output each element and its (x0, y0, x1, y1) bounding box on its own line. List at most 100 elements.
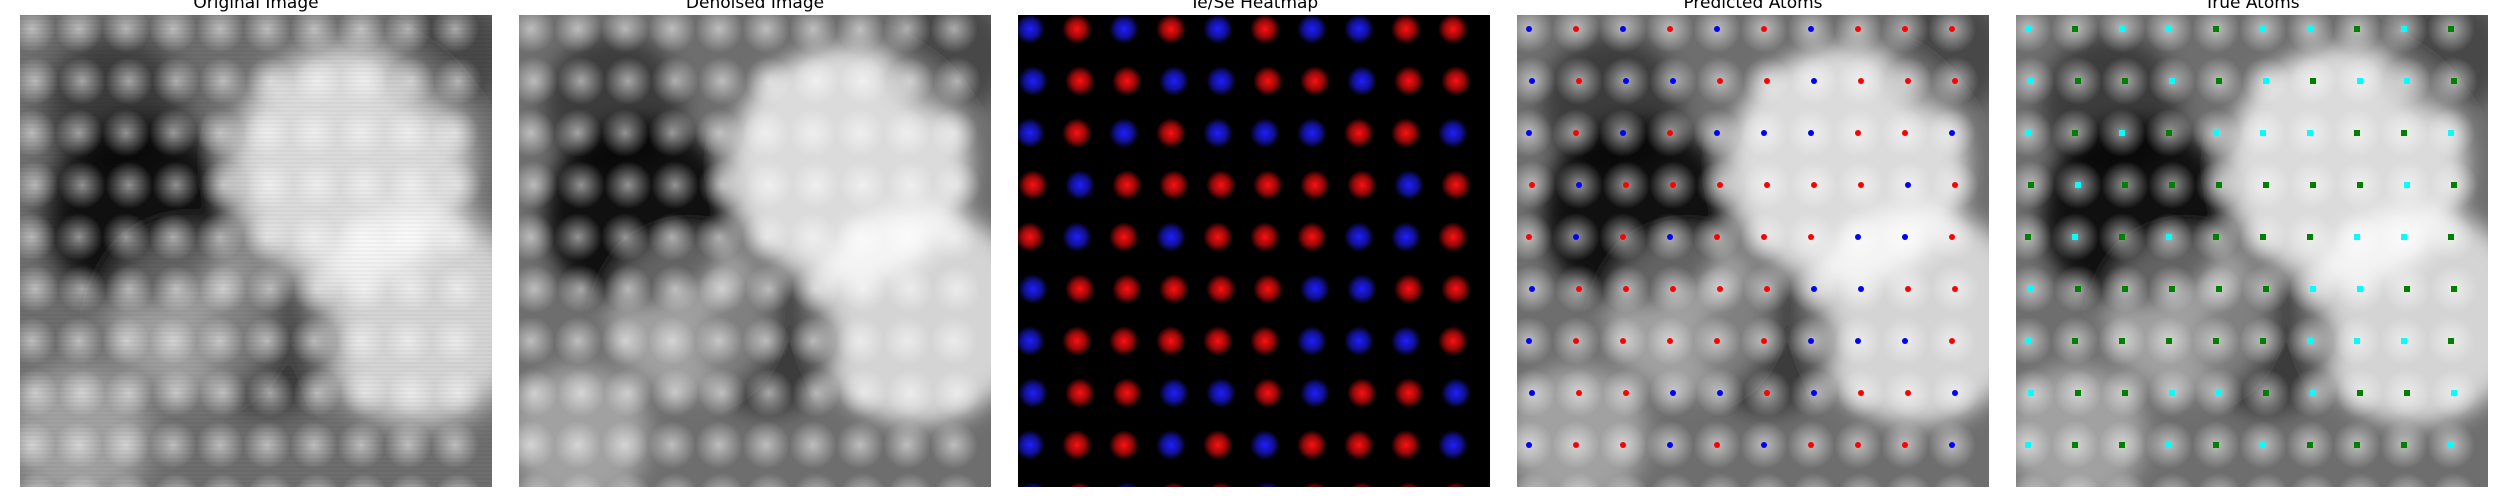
heatmap-spot-se (1018, 274, 1048, 304)
atom-intensity-spot (2016, 57, 2055, 105)
atom-intensity-spot (933, 265, 981, 313)
heatmap-spot-te (1203, 430, 1233, 460)
atom-intensity-spot (648, 317, 696, 365)
heatmap-spot-se (1297, 118, 1327, 148)
atom-intensity-spot (290, 213, 338, 261)
atom-intensity-spot (519, 473, 556, 487)
predicted-atom-te (1902, 26, 1908, 32)
true-atom-se (2260, 338, 2266, 344)
atom-intensity-spot (930, 317, 978, 365)
atom-intensity-spot (886, 369, 934, 417)
heatmap-spot-te (1250, 326, 1280, 356)
true-atom-te (2166, 234, 2172, 240)
predicted-atom-te (1620, 442, 1626, 448)
atom-intensity-spot (149, 317, 197, 365)
predicted-atom-se (1855, 234, 1861, 240)
predicted-atom-se (1714, 26, 1720, 32)
atom-intensity-spot (196, 15, 244, 53)
heatmap-spot-se (1300, 274, 1330, 304)
predicted-atom-se (1855, 338, 1861, 344)
true-atom-se (2075, 390, 2081, 396)
heatmap-spot-te (1391, 430, 1421, 460)
true-atom-se (2122, 78, 2128, 84)
atom-intensity-spot (742, 317, 790, 365)
atom-intensity-spot (201, 473, 245, 487)
true-atom-se (2213, 442, 2219, 448)
true-atom-te (2404, 182, 2410, 188)
panel-original-image: Original Image (20, 0, 492, 500)
atom-intensity-spot (1517, 57, 1556, 105)
true-atom-se (2448, 26, 2454, 32)
atom-intensity-spot (431, 109, 479, 157)
atom-intensity-spot (337, 109, 385, 157)
atom-intensity-spot (2016, 369, 2055, 417)
atom-intensity-spot (293, 265, 341, 313)
heatmap-spot-se (1159, 66, 1189, 96)
atom-intensity-spot (293, 57, 341, 105)
true-atom-se (2451, 286, 2457, 292)
true-atom-te (2025, 130, 2031, 136)
atom-intensity-spot (933, 369, 981, 417)
heatmap-spot-te (1344, 430, 1374, 460)
atom-intensity-spot (196, 213, 244, 261)
predicted-atom-te (1620, 338, 1626, 344)
predicted-atom-te (1761, 338, 1767, 344)
true-atom-se (2075, 78, 2081, 84)
atom-intensity-spot (389, 473, 433, 487)
true-atom-se (2263, 182, 2269, 188)
true-atom-se (2310, 182, 2316, 188)
atom-intensity-spot (519, 421, 555, 469)
heatmap-spot-se (1018, 326, 1045, 356)
atom-intensity-spot (651, 265, 699, 313)
predicted-atom-te (1858, 390, 1864, 396)
atom-intensity-spot (930, 421, 978, 469)
atom-intensity-spot (651, 57, 699, 105)
predicted-atom-se (1576, 182, 1582, 188)
atom-intensity-spot (102, 317, 150, 365)
atom-intensity-spot (839, 161, 887, 209)
atom-intensity-spot (698, 369, 746, 417)
atom-intensity-spot (698, 161, 746, 209)
atom-intensity-spot (2338, 473, 2382, 487)
atom-intensity-spot (431, 213, 479, 261)
panel-denoised-image: Denoised Image (519, 0, 991, 500)
atom-intensity-spot (58, 161, 106, 209)
heatmap-spot-te (1397, 482, 1421, 487)
heatmap-spot-te (1253, 170, 1283, 200)
heatmap-spot-se (1206, 378, 1236, 408)
true-atom-te (2216, 390, 2222, 396)
heatmap-spot-te (1062, 326, 1092, 356)
atom-intensity-spot (519, 109, 555, 157)
atom-intensity-spot (290, 421, 338, 469)
heatmap-spot-se (1256, 482, 1280, 487)
true-atom-se (2404, 390, 2410, 396)
predicted-atom-te (1573, 130, 1579, 136)
true-atom-te (2119, 130, 2125, 136)
atom-intensity-spot (794, 473, 838, 487)
true-atom-te (2025, 338, 2031, 344)
atom-intensity-spot (337, 15, 385, 53)
atom-intensity-spot (557, 57, 605, 105)
true-atom-te (2307, 130, 2313, 136)
atom-intensity-spot (149, 109, 197, 157)
predicted-atom-te (1623, 182, 1629, 188)
atom-intensity-spot (1933, 473, 1977, 487)
atom-intensity-spot (1517, 421, 1553, 469)
heatmap-spot-te (1350, 482, 1374, 487)
true-atom-se (2169, 182, 2175, 188)
heatmap-spot-te (1112, 378, 1142, 408)
true-atom-te (2263, 78, 2269, 84)
predicted-atom-se (1902, 338, 1908, 344)
atom-intensity-spot (2016, 161, 2055, 209)
atom-intensity-spot (1881, 15, 1929, 53)
atom-intensity-spot (836, 213, 884, 261)
true-atom-te (2310, 286, 2316, 292)
atom-intensity-spot (337, 421, 385, 469)
true-atom-se (2119, 442, 2125, 448)
atom-intensity-spot (243, 317, 291, 365)
heatmap-svg (1018, 15, 1471, 487)
atom-intensity-spot (695, 213, 743, 261)
atom-intensity-spot (886, 161, 934, 209)
true-atom-te (2307, 26, 2313, 32)
atom-intensity-spot (199, 161, 247, 209)
